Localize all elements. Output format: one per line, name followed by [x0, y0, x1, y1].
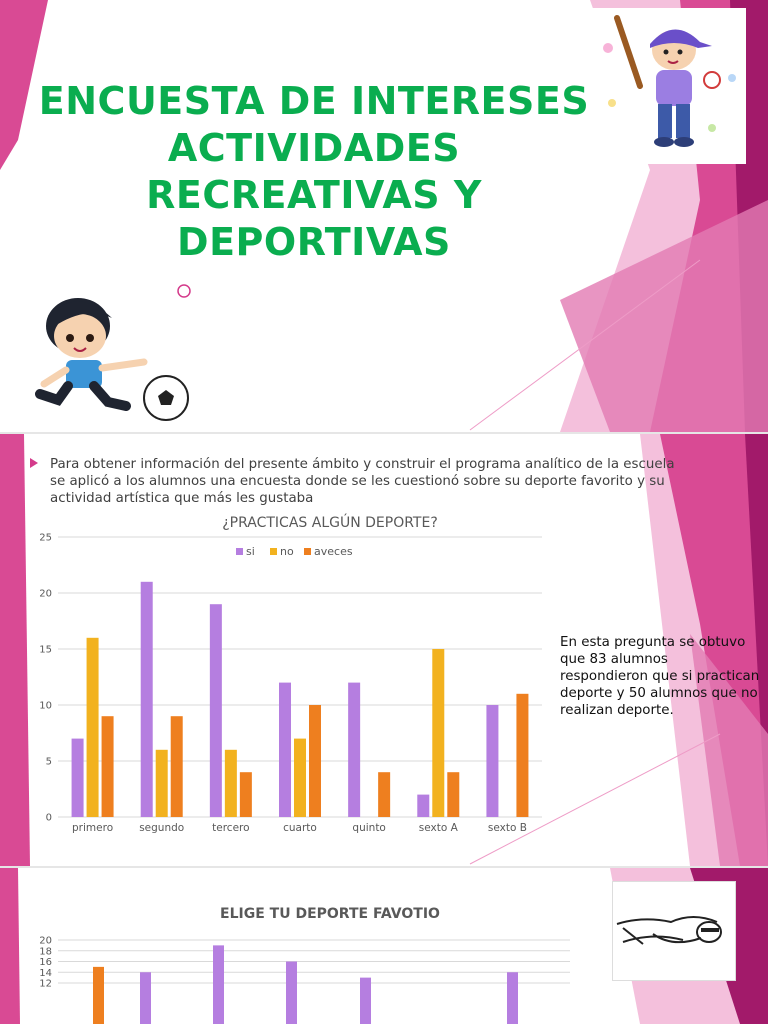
deco-line	[469, 733, 721, 865]
bar	[93, 966, 104, 1024]
title-line: RECREATIVAS Y	[146, 173, 482, 217]
y-tick-label: 0	[46, 813, 52, 824]
bar-aveces	[309, 705, 321, 817]
bar	[213, 945, 224, 1024]
left-accent-shape	[0, 434, 30, 866]
x-tick-label: tercero	[212, 822, 249, 834]
bar-aveces	[447, 772, 460, 817]
bar-aveces	[170, 716, 183, 817]
baseball-player-illustration	[592, 8, 746, 164]
title-line: ENCUESTA DE INTERESES	[38, 79, 590, 123]
x-tick-label: sexto A	[419, 822, 459, 834]
bar	[140, 972, 151, 1024]
bar-si	[209, 604, 222, 817]
y-tick-label: 14	[39, 968, 52, 979]
bar-si	[348, 682, 361, 817]
bar-no	[224, 749, 237, 817]
baseball-player-icon	[592, 8, 746, 164]
soccer-player-illustration	[18, 276, 200, 426]
bar	[507, 972, 518, 1024]
title-line: DEPORTIVAS	[177, 220, 451, 264]
x-tick-label: segundo	[139, 822, 184, 834]
left-accent-shape	[0, 0, 48, 170]
right-lower-shape	[560, 200, 768, 432]
page-title: ENCUESTA DE INTERESES ACTIVIDADES RECREA…	[14, 78, 614, 266]
chart-title: ELIGE TU DEPORTE FAVOTIO	[220, 906, 440, 922]
slide-title: ENCUESTA DE INTERESES ACTIVIDADES RECREA…	[0, 0, 768, 432]
y-tick-label: 15	[39, 645, 52, 656]
bar-no	[155, 749, 168, 817]
y-tick-label: 18	[39, 946, 52, 957]
left-accent-shape	[0, 868, 20, 1024]
y-tick-label: 12	[39, 979, 52, 990]
bullet-icon	[30, 458, 38, 468]
legend-swatch	[236, 548, 243, 555]
watermark-logo	[174, 284, 194, 354]
slide-survey-results: Para obtener información del presente ám…	[0, 434, 768, 866]
bar-aveces	[239, 772, 252, 817]
swimmer-icon	[616, 916, 722, 945]
legend-label: aveces	[314, 545, 353, 558]
y-tick-label: 25	[39, 533, 52, 544]
x-tick-label: quinto	[352, 822, 385, 834]
bar-no	[86, 637, 99, 817]
slide-separator	[0, 432, 768, 434]
slide-decoration	[0, 434, 768, 866]
deco-line	[469, 259, 701, 431]
x-tick-label: primero	[72, 822, 113, 834]
bar-si	[486, 705, 499, 817]
title-line: ACTIVIDADES	[167, 126, 461, 170]
bar-aveces	[516, 693, 529, 817]
soccer-player-icon	[35, 298, 189, 421]
right-lower-shape	[690, 634, 768, 866]
bar-no	[294, 738, 306, 817]
legend-swatch	[270, 548, 277, 555]
slide-favorite-sport: ELIGE TU DEPORTE FAVOTIO 12 14 16 18 20	[0, 868, 768, 1024]
bar-si	[279, 682, 291, 817]
y-tick-label: 20	[39, 936, 52, 947]
y-tick-label: 16	[39, 957, 52, 968]
swimmer-illustration	[612, 881, 736, 981]
legend-label: si	[246, 545, 255, 558]
summary-note: En esta pregunta se obtuvo que 83 alumno…	[560, 635, 760, 718]
bar-chart-practicas: 0 5 10 15 20 25 primero segundo tercero cuarto qui…	[39, 533, 542, 834]
bar-si	[417, 794, 430, 817]
chart-title: ¿PRACTICAS ALGÚN DEPORTE?	[222, 515, 438, 531]
bar-aveces	[378, 772, 391, 817]
y-tick-label: 10	[39, 701, 52, 712]
bar-aveces	[101, 716, 114, 817]
slide-separator	[0, 866, 768, 868]
y-tick-label: 5	[46, 757, 52, 768]
bar-no	[432, 649, 445, 817]
y-tick-label: 20	[39, 589, 52, 600]
x-tick-label: sexto B	[488, 822, 527, 834]
intro-paragraph: Para obtener información del presente ám…	[50, 457, 675, 506]
bar-si	[71, 738, 84, 817]
bar	[360, 977, 371, 1024]
x-tick-label: cuarto	[283, 822, 317, 834]
legend-swatch	[304, 548, 311, 555]
bar	[286, 961, 297, 1024]
legend-label: no	[280, 545, 294, 558]
bar-si	[140, 581, 153, 817]
